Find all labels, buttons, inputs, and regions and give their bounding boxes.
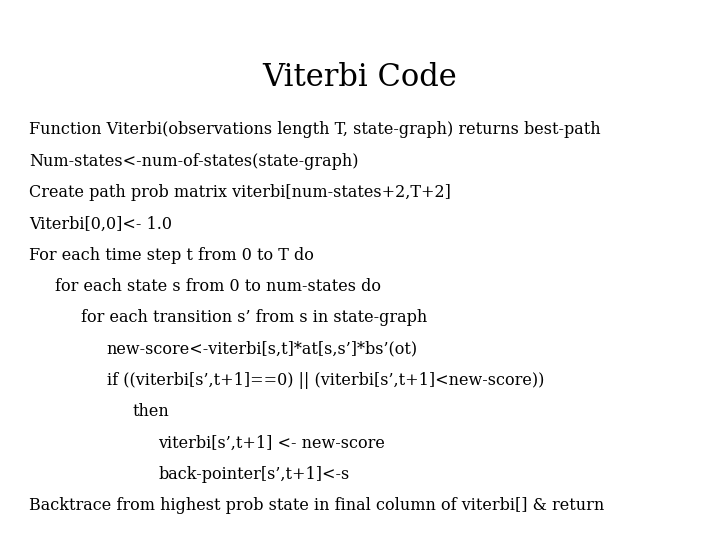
Text: for each transition s’ from s in state-graph: for each transition s’ from s in state-g… [81,309,427,326]
Text: then: then [132,403,169,420]
Text: Num-states<-num-of-states(state-graph): Num-states<-num-of-states(state-graph) [29,153,359,170]
Text: for each state s from 0 to num-states do: for each state s from 0 to num-states do [55,278,381,295]
Text: back-pointer[s’,t+1]<-s: back-pointer[s’,t+1]<-s [158,466,350,483]
Text: Viterbi[0,0]<- 1.0: Viterbi[0,0]<- 1.0 [29,215,172,232]
Text: viterbi[s’,t+1] <- new-score: viterbi[s’,t+1] <- new-score [158,435,385,451]
Text: new-score<-viterbi[s,t]*at[s,s’]*bs’(ot): new-score<-viterbi[s,t]*at[s,s’]*bs’(ot) [107,341,418,357]
Text: Viterbi Code: Viterbi Code [263,62,457,93]
Text: Create path prob matrix viterbi[num-states+2,T+2]: Create path prob matrix viterbi[num-stat… [29,184,451,201]
Text: For each time step t from 0 to T do: For each time step t from 0 to T do [29,247,314,264]
Text: Function Viterbi(observations length T, state-graph) returns best-path: Function Viterbi(observations length T, … [29,122,600,138]
Text: Backtrace from highest prob state in final column of viterbi[] & return: Backtrace from highest prob state in fin… [29,497,604,514]
Text: if ((viterbi[s’,t+1]==0) || (viterbi[s’,t+1]<new-score)): if ((viterbi[s’,t+1]==0) || (viterbi[s’,… [107,372,544,389]
